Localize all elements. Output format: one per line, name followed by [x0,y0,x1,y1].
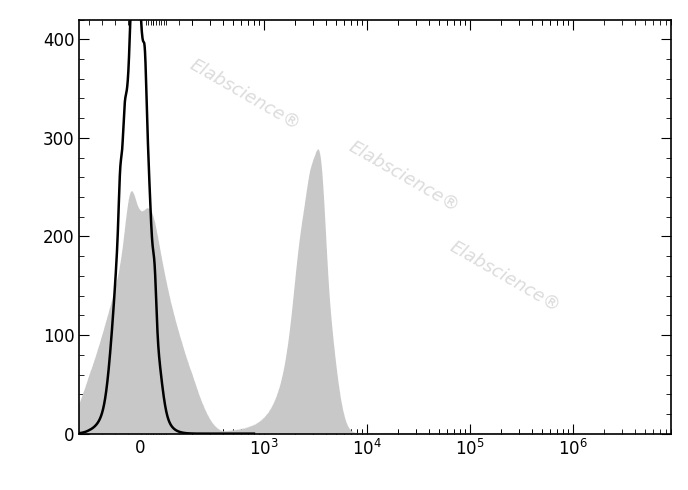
Text: Elabscience®: Elabscience® [447,237,563,315]
Text: Elabscience®: Elabscience® [186,55,303,133]
Text: Elabscience®: Elabscience® [346,138,463,216]
